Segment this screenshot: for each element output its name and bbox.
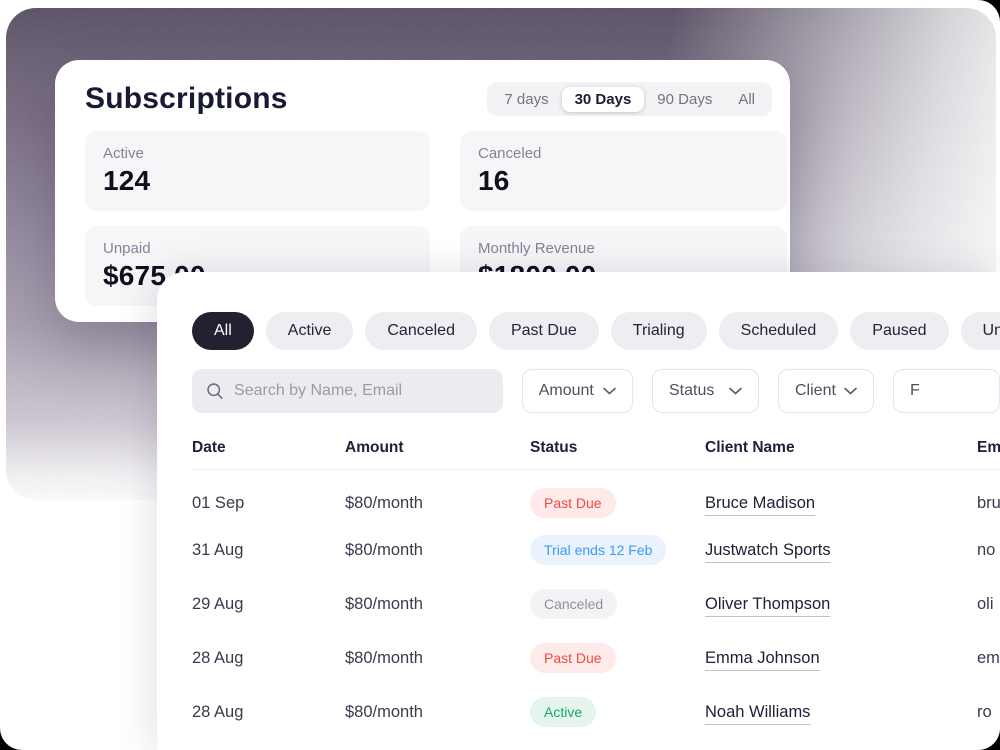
cell-amount: $80/month (345, 594, 423, 613)
filter-pill-past-due[interactable]: Past Due (488, 312, 599, 350)
client-dropdown[interactable]: Client (778, 369, 874, 413)
status-badge: Canceled (530, 589, 618, 619)
cell-email: ro (977, 702, 992, 721)
status-badge: Past Due (530, 488, 616, 519)
subscriptions-table: Date Amount Status Client Name Em 01 Sep… (192, 427, 1000, 739)
range-tab-all[interactable]: All (738, 90, 755, 108)
range-tab-7-days[interactable]: 7 days (504, 90, 549, 108)
table-row: 01 Sep $80/month Past Due Bruce Madison … (192, 469, 1000, 523)
chevron-down-icon (603, 387, 616, 395)
magnifier-icon (207, 383, 223, 399)
stat-label: Active (103, 145, 144, 162)
filter-pill-canceled[interactable]: Canceled (365, 312, 477, 350)
client-name-link[interactable]: Emma Johnson (705, 648, 820, 667)
table-row: 28 Aug $80/month Active Noah Williams ro (192, 685, 1000, 739)
cell-date: 01 Sep (192, 493, 245, 512)
amount-dropdown[interactable]: Amount (521, 369, 633, 413)
cell-amount: $80/month (345, 540, 423, 559)
cell-email: em (977, 648, 1000, 667)
filter-pill-all[interactable]: All (192, 312, 254, 350)
client-name-link[interactable]: Noah Williams (705, 702, 811, 721)
dropdown-label: F (909, 382, 920, 399)
stat-label: Canceled (478, 145, 542, 162)
search-input[interactable] (234, 382, 489, 400)
client-name-link[interactable]: Oliver Thompson (705, 594, 831, 613)
column-header-client: Client Name (705, 427, 977, 470)
status-badge: Trial ends 12 Feb (530, 535, 667, 565)
stat-label: Monthly Revenue (478, 240, 595, 257)
dropdown-label: Status (668, 382, 715, 399)
status-badge: Active (530, 697, 597, 727)
table-header-row: Date Amount Status Client Name Em (192, 427, 1000, 470)
status-filter-pills: All Active Canceled Past Due Trialing Sc… (192, 312, 1000, 350)
cell-date: 28 Aug (192, 702, 244, 721)
cell-amount: $80/month (345, 702, 423, 721)
column-header-email: Em (977, 427, 1000, 470)
client-name-link[interactable]: Bruce Madison (705, 493, 816, 512)
stat-label: Unpaid (103, 240, 151, 257)
subscriptions-table-card: All Active Canceled Past Due Trialing Sc… (157, 272, 1000, 750)
stat-canceled: Canceled 16 (460, 131, 787, 211)
table-row: 28 Aug $80/month Past Due Emma Johnson e… (192, 631, 1000, 685)
dropdown-label: Amount (538, 382, 594, 399)
dropdown-label: Client (795, 382, 836, 399)
filter-pill-active[interactable]: Active (265, 312, 354, 350)
cell-date: 28 Aug (192, 648, 244, 667)
cell-amount: $80/month (345, 493, 423, 512)
filter-pill-paused[interactable]: Paused (850, 312, 949, 350)
stat-value: 124 (103, 165, 151, 196)
filter-pill-trialing[interactable]: Trialing (610, 312, 707, 350)
search-box[interactable] (192, 369, 503, 413)
status-dropdown[interactable]: Status (651, 369, 759, 413)
date-range-selector: 7 days 30 Days 90 Days All (487, 82, 772, 116)
cell-amount: $80/month (345, 648, 423, 667)
chevron-down-icon (729, 387, 742, 395)
range-tab-90-days[interactable]: 90 Days (657, 90, 713, 108)
column-header-amount: Amount (345, 427, 530, 470)
stat-value: 16 (478, 165, 510, 196)
chevron-down-icon (844, 387, 857, 395)
column-header-status: Status (530, 427, 705, 470)
cell-date: 29 Aug (192, 594, 244, 613)
cell-email: oli (977, 594, 994, 613)
table-row: 31 Aug $80/month Trial ends 12 Feb Justw… (192, 523, 1000, 577)
cell-email: no (977, 540, 996, 559)
cell-date: 31 Aug (192, 540, 244, 559)
filter-pill-unpaid-clipped[interactable]: Un (960, 312, 1000, 350)
clipped-dropdown[interactable]: F (892, 369, 1000, 413)
status-badge: Past Due (530, 643, 616, 673)
search-filter-row: Amount Status Client F (192, 369, 1000, 413)
table-row: 29 Aug $80/month Canceled Oliver Thompso… (192, 577, 1000, 631)
column-header-date: Date (192, 427, 345, 470)
client-name-link[interactable]: Justwatch Sports (705, 540, 831, 559)
filter-pill-scheduled[interactable]: Scheduled (718, 312, 839, 350)
stat-active: Active 124 (85, 131, 430, 211)
page-title: Subscriptions (85, 82, 288, 115)
cell-email: bru (977, 493, 1000, 512)
range-tab-30-days[interactable]: 30 Days (561, 86, 645, 112)
